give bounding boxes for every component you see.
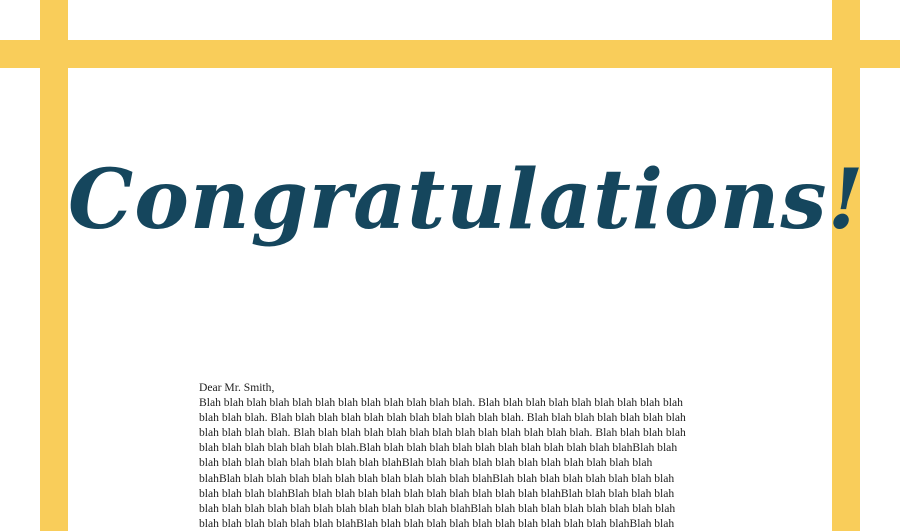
left-border-stripe — [40, 0, 68, 531]
letter-paragraph: Blah blah blah blah blah blah blah blah … — [199, 396, 686, 530]
top-border-stripe — [0, 40, 900, 68]
right-border-stripe — [832, 0, 860, 531]
letter-greeting: Dear Mr. Smith, — [199, 381, 275, 394]
letter-body: Dear Mr. Smith, Blah blah blah blah blah… — [199, 380, 694, 531]
congratulations-heading: Congratulations! — [68, 152, 865, 248]
